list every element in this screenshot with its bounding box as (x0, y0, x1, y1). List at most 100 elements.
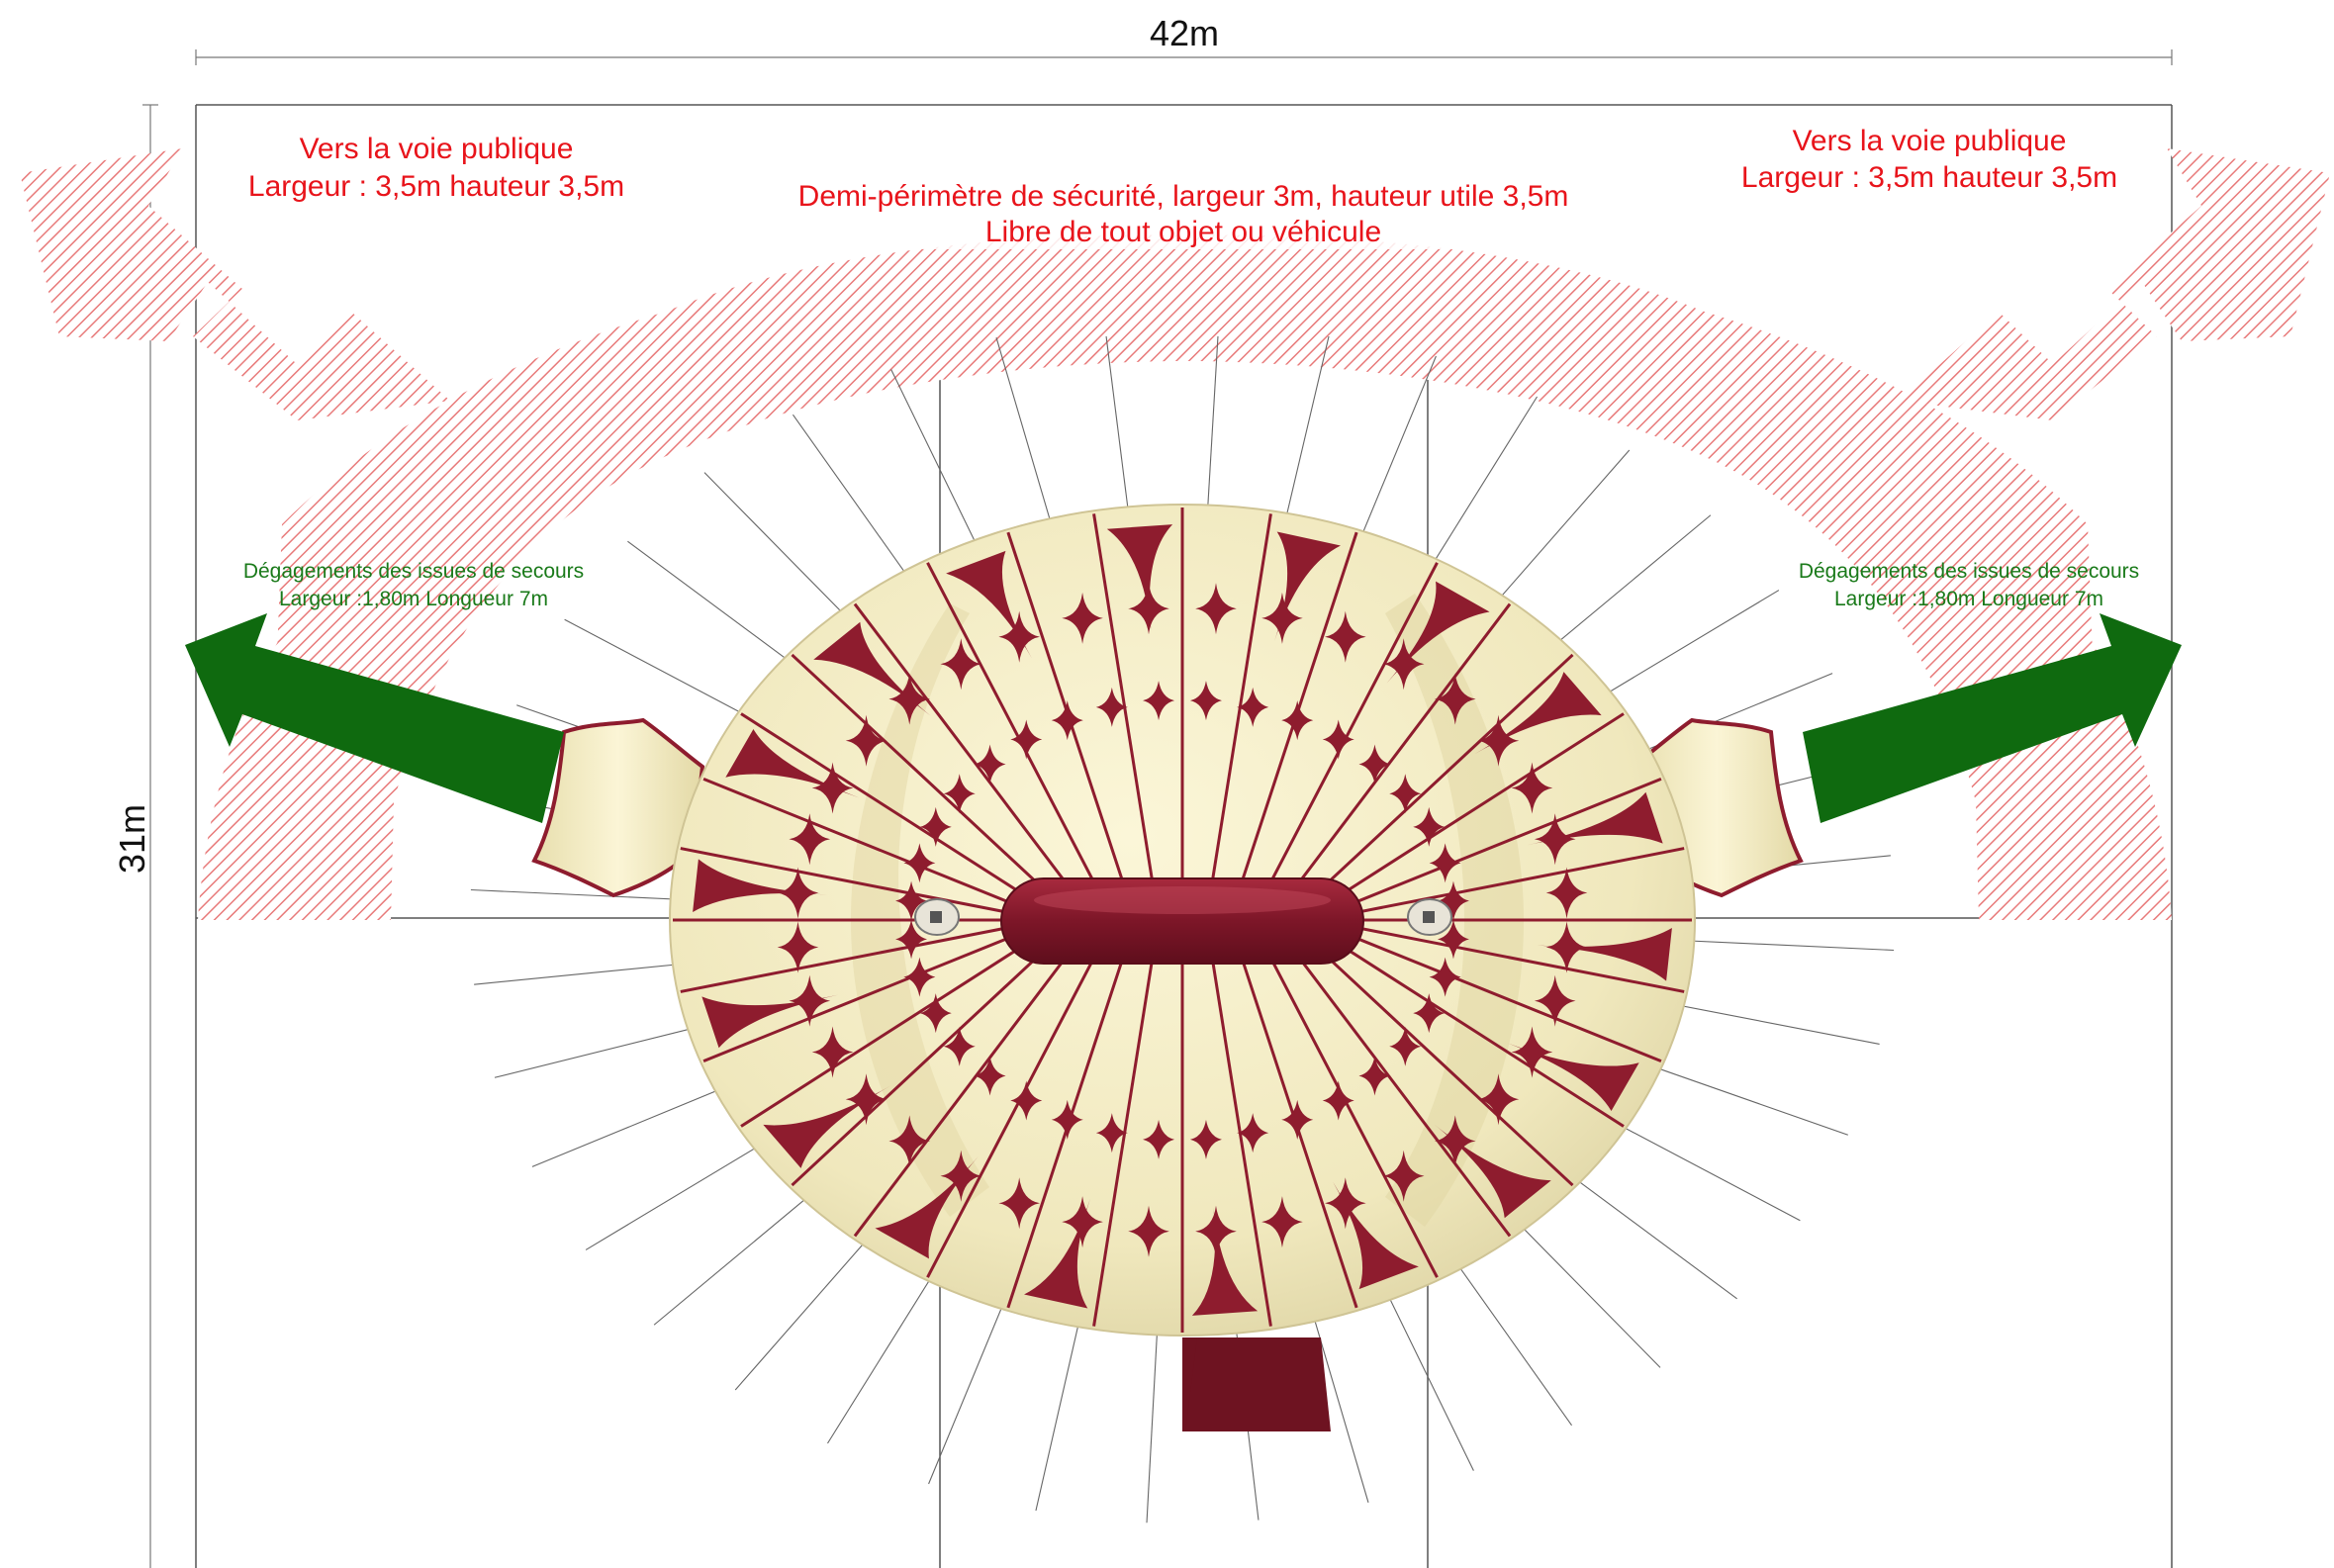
rim-triangle-motif (1386, 581, 1490, 684)
perimeter-label-bg (750, 174, 1617, 249)
tent-seam (1344, 777, 1662, 908)
tent-seam (791, 944, 1051, 1187)
labels: 42m 31m Vers la voie publique Largeur : … (112, 13, 2139, 874)
diamond-motif (1195, 583, 1237, 635)
diamond-motif (1195, 1205, 1237, 1257)
tent-seam (1267, 953, 1439, 1278)
exit-arrow-right (1803, 613, 2182, 823)
tent-seam (1314, 944, 1574, 1187)
road-arrow-right (267, 234, 2172, 921)
diamond-motif (1128, 1205, 1169, 1257)
diamond-motif (888, 673, 931, 725)
tent-seam (853, 602, 1073, 891)
rim-triangle-motif (693, 859, 828, 913)
diamond-motif (1358, 744, 1391, 784)
diamond-motif (1389, 774, 1422, 814)
diamond-motif (1143, 1119, 1175, 1159)
diamond-motif (1434, 673, 1476, 725)
tent-seam (702, 777, 1021, 908)
diamond-motif (998, 1177, 1040, 1230)
tent-motifs (693, 524, 1672, 1316)
tent-seam (1210, 959, 1272, 1327)
tent-seam (791, 653, 1051, 896)
diamond-motif (1429, 843, 1461, 883)
diamond-motif (1382, 638, 1425, 691)
diamond-motif (974, 744, 1006, 784)
exit-right-line1: Dégagements des issues de secours (1799, 560, 2139, 583)
perimeter-line1: Demi-périmètre de sécurité, largeur 3m, … (798, 180, 1569, 213)
diamond-motif (1322, 719, 1354, 760)
tent-seam (1331, 712, 1625, 902)
public-road-arrows (20, 148, 2330, 921)
diamond-motif (1281, 700, 1314, 741)
height-dimension-label: 31m (112, 804, 152, 874)
diamond-motif (1237, 687, 1269, 727)
side-pole-left (914, 898, 960, 936)
tent-seam (1292, 949, 1512, 1238)
diamond-motif (940, 638, 982, 691)
diamond-motif (1545, 921, 1588, 973)
rim-triangle-motif (1434, 1124, 1551, 1219)
diamond-motif (888, 1115, 931, 1167)
rim-triangle-motif (1537, 927, 1672, 981)
diamond-motif (1322, 1080, 1354, 1121)
road-left-line2: Largeur : 3,5m hauteur 3,5m (248, 170, 624, 203)
tent-seam (680, 847, 1012, 915)
diamond-motif (919, 806, 952, 847)
road-arrow-right-head (1900, 148, 2330, 420)
diamond-motif (1413, 993, 1446, 1034)
tent-seam (1267, 562, 1439, 887)
diamond-motif (1095, 687, 1128, 727)
rim-triangle-motif (1333, 1181, 1419, 1290)
exit-right-line2: Largeur :1,80m Longueur 7m (1834, 588, 2103, 610)
road-left-line1: Vers la voie publique (300, 133, 574, 165)
exit-left-line2: Largeur :1,80m Longueur 7m (279, 588, 548, 610)
diamond-motif (777, 867, 819, 919)
exit-vestibule-left (531, 717, 705, 898)
diamond-motif (974, 1056, 1006, 1096)
diamond-motif (1010, 719, 1043, 760)
exit-arrow-left (185, 613, 564, 823)
exit-arrows (185, 613, 2182, 823)
diamond-motif (1389, 1026, 1422, 1066)
diamond-motif (1281, 1099, 1314, 1140)
circus-tent (669, 504, 1696, 1431)
diamond-motif (811, 1026, 854, 1078)
road-right-line2: Largeur : 3,5m hauteur 3,5m (1741, 161, 2117, 194)
perimeter-line2: Libre de tout objet ou véhicule (985, 216, 1381, 248)
diamond-motif (1358, 1056, 1391, 1096)
width-dimension-label: 42m (1150, 13, 1219, 53)
diamond-motif (1143, 681, 1175, 721)
diamond-motif (943, 774, 976, 814)
rim-triangle-motif (1106, 524, 1173, 633)
diamond-motif (1534, 974, 1576, 1027)
diamond-motif (903, 957, 936, 997)
diamond-motif (1095, 1113, 1128, 1153)
tent-seam (1092, 959, 1155, 1327)
rim-triangle-motif (1526, 791, 1663, 846)
diamond-motif (1237, 1113, 1269, 1153)
diamond-motif (940, 1150, 982, 1202)
diamond-motif (1477, 1073, 1520, 1126)
diamond-motif (1545, 867, 1588, 919)
tent-seam (1292, 602, 1512, 891)
rim-triangle-motif (1191, 1207, 1259, 1316)
tent-seam (702, 932, 1021, 1063)
diamond-motif (1325, 610, 1366, 663)
tent-seam (926, 953, 1097, 1278)
diamond-motif (1261, 592, 1303, 644)
diamond-motif (1010, 1080, 1043, 1121)
diamond-motif (1189, 1119, 1222, 1159)
tent-seam (1210, 513, 1272, 881)
rim-triangle-motif (813, 621, 931, 716)
tent-seam (1353, 925, 1685, 993)
diamond-motif (1189, 681, 1222, 721)
diamond-motif (919, 993, 952, 1034)
diamond-motif (1261, 1196, 1303, 1248)
diamond-motif (1062, 592, 1103, 644)
diamond-motif (998, 610, 1040, 663)
tent-shading-right (1385, 594, 1524, 1227)
tent-seam (740, 938, 1034, 1128)
diamond-motif (1051, 1099, 1083, 1140)
